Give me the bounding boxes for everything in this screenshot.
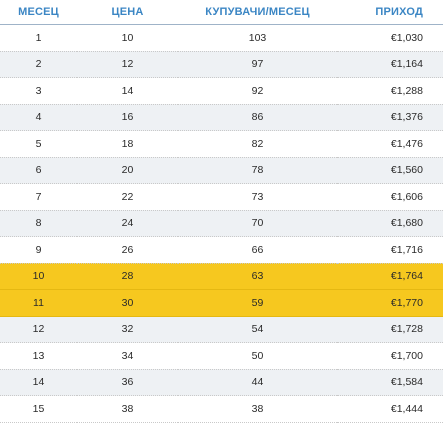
header-row: МЕСЕЦ ЦЕНА КУПУВАЧИ/МЕСЕЦ ПРИХОД [0, 0, 443, 25]
table-row: 10 28 63 €1,764 [0, 263, 443, 290]
table-row: 3 14 92 €1,288 [0, 77, 443, 105]
cell-price: 14 [77, 77, 178, 105]
cell-month: 15 [0, 395, 77, 423]
cell-month: 10 [0, 263, 77, 290]
cell-price: 12 [77, 51, 178, 78]
cell-price: 18 [77, 130, 178, 158]
cell-revenue: €1,770 [337, 289, 443, 317]
cell-price: 20 [77, 157, 178, 184]
cell-buyers: 44 [178, 369, 337, 396]
cell-buyers: 54 [178, 316, 337, 343]
cell-price: 16 [77, 104, 178, 131]
cell-revenue: €1,764 [337, 263, 443, 290]
cell-buyers: 38 [178, 395, 337, 423]
cell-month: 1 [0, 24, 77, 52]
cell-buyers: 92 [178, 77, 337, 105]
cell-price: 10 [77, 24, 178, 52]
cell-month: 14 [0, 369, 77, 396]
cell-revenue: €1,288 [337, 77, 443, 105]
cell-price: 28 [77, 263, 178, 290]
table-row: 2 12 97 €1,164 [0, 51, 443, 78]
table-row: 8 24 70 €1,680 [0, 210, 443, 237]
cell-price: 24 [77, 210, 178, 237]
cell-price: 34 [77, 342, 178, 370]
table-row: 12 32 54 €1,728 [0, 316, 443, 343]
cell-revenue: €1,680 [337, 210, 443, 237]
cell-revenue: €1,164 [337, 51, 443, 78]
cell-price: 36 [77, 369, 178, 396]
cell-price: 30 [77, 289, 178, 317]
cell-month: 13 [0, 342, 77, 370]
cell-revenue: €1,444 [337, 395, 443, 423]
cell-price: 32 [77, 316, 178, 343]
cell-month: 11 [0, 289, 77, 317]
table-row: 11 30 59 €1,770 [0, 289, 443, 317]
cell-revenue: €1,716 [337, 236, 443, 264]
cell-buyers: 63 [178, 263, 337, 290]
cell-revenue: €1,030 [337, 24, 443, 52]
table-row: 9 26 66 €1,716 [0, 236, 443, 264]
table-row: 13 34 50 €1,700 [0, 342, 443, 370]
cell-revenue: €1,728 [337, 316, 443, 343]
cell-price: 38 [77, 395, 178, 423]
table-header: МЕСЕЦ ЦЕНА КУПУВАЧИ/МЕСЕЦ ПРИХОД [0, 0, 443, 25]
table-row: 7 22 73 €1,606 [0, 183, 443, 211]
cell-month: 8 [0, 210, 77, 237]
cell-buyers: 70 [178, 210, 337, 237]
table-row: 1 10 103 €1,030 [0, 24, 443, 52]
cell-buyers: 103 [178, 24, 337, 52]
table-row: 6 20 78 €1,560 [0, 157, 443, 184]
cell-month: 9 [0, 236, 77, 264]
cell-buyers: 86 [178, 104, 337, 131]
table-row: 15 38 38 €1,444 [0, 395, 443, 423]
cell-revenue: €1,606 [337, 183, 443, 211]
table-row: 5 18 82 €1,476 [0, 130, 443, 158]
header-revenue: ПРИХОД [337, 0, 443, 25]
cell-buyers: 50 [178, 342, 337, 370]
cell-buyers: 97 [178, 51, 337, 78]
cell-month: 12 [0, 316, 77, 343]
cell-buyers: 82 [178, 130, 337, 158]
table-row: 4 16 86 €1,376 [0, 104, 443, 131]
cell-price: 26 [77, 236, 178, 264]
cell-month: 2 [0, 51, 77, 78]
cell-revenue: €1,376 [337, 104, 443, 131]
header-month: МЕСЕЦ [0, 0, 77, 25]
table-row: 14 36 44 €1,584 [0, 369, 443, 396]
header-buyers: КУПУВАЧИ/МЕСЕЦ [178, 0, 337, 25]
cell-buyers: 66 [178, 236, 337, 264]
cell-revenue: €1,700 [337, 342, 443, 370]
cell-buyers: 78 [178, 157, 337, 184]
cell-price: 22 [77, 183, 178, 211]
cell-month: 7 [0, 183, 77, 211]
cell-month: 3 [0, 77, 77, 105]
cell-month: 5 [0, 130, 77, 158]
cell-revenue: €1,560 [337, 157, 443, 184]
table-body: 1 10 103 €1,030 2 12 97 €1,164 3 14 92 €1,288 4 16 86 €… [0, 24, 443, 423]
cell-revenue: €1,584 [337, 369, 443, 396]
cell-month: 4 [0, 104, 77, 131]
cell-buyers: 59 [178, 289, 337, 317]
cell-month: 6 [0, 157, 77, 184]
header-price: ЦЕНА [77, 0, 178, 25]
cell-buyers: 73 [178, 183, 337, 211]
cell-revenue: €1,476 [337, 130, 443, 158]
